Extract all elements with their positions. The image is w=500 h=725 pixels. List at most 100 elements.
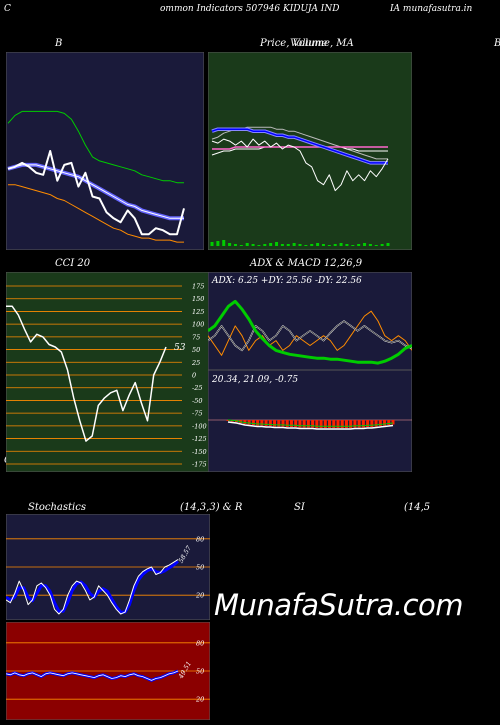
volume-bar	[351, 245, 355, 246]
macd-histogram-bar	[243, 420, 247, 424]
ma-pink-line	[212, 146, 388, 150]
macd-histogram-bar	[285, 420, 289, 427]
cci-tick-label: 150	[192, 295, 204, 303]
cci-chart: 175 150 125 100 75 50 25 0 -25 -50 -75 -100 -125 -150…	[6, 272, 210, 472]
cci-tick-label: 50	[192, 346, 200, 354]
macd-histogram-bar	[344, 420, 348, 428]
volume-bar	[228, 243, 232, 246]
macd-histogram-bar	[366, 420, 370, 427]
macd-histogram-bar	[370, 420, 374, 427]
macd-histogram-bar	[378, 420, 382, 426]
rsi-line	[6, 670, 179, 681]
cci-line	[6, 305, 167, 442]
bb-upper-line	[7, 110, 184, 184]
volume-bar	[257, 245, 261, 246]
title-right-edge: B	[494, 38, 500, 49]
macd-histogram-bar	[264, 420, 268, 426]
header-title: ommon Indicators 507946 KIDUJA IND	[160, 4, 340, 14]
macd-histogram-bar	[336, 420, 340, 428]
cci-tick-label: -75	[192, 410, 202, 418]
cci-tick-label: -125	[192, 435, 207, 443]
bollinger-chart	[6, 52, 204, 250]
macd-histogram-bar	[311, 420, 315, 428]
macd-chart: 20.34, 21.09, -0.75	[208, 370, 412, 472]
watermark: MunafaSutra.com	[214, 588, 464, 622]
volume-bar	[316, 243, 320, 246]
macd-histogram-bar	[349, 420, 353, 428]
macd-histogram-bar	[256, 420, 260, 426]
title-rsi-params: (14,5	[404, 502, 431, 513]
volume-bar	[239, 245, 243, 246]
volume-bar	[216, 241, 220, 246]
volume-bar	[339, 243, 343, 246]
volume-bar	[298, 244, 302, 246]
volume-bar	[222, 240, 226, 246]
cci-tick-label: -100	[192, 422, 207, 430]
ma-blue-line	[211, 128, 388, 164]
macd-histogram-bar	[302, 420, 306, 428]
macd-histogram-bar	[260, 420, 264, 426]
adx-minus-di-line	[208, 310, 412, 356]
stoch-tick-label: 50	[196, 564, 204, 572]
volume-bar	[245, 243, 249, 246]
volume-bar	[269, 243, 273, 246]
macd-histogram-bar	[226, 420, 230, 421]
adx-line	[208, 299, 412, 365]
title-cci: CCI 20	[55, 258, 91, 269]
cci-value-label: 53	[174, 343, 186, 353]
title-price: Price, Volume, MA	[260, 38, 354, 49]
macd-histogram-bar	[273, 420, 277, 427]
volume-bar	[333, 244, 337, 246]
volume-bar	[386, 243, 390, 246]
title-stochastics: Stochastics	[28, 502, 86, 513]
header-left: C	[4, 4, 11, 14]
adx-plus-di-line	[208, 320, 412, 351]
cci-tick-label: -25	[192, 384, 202, 392]
volume-bar	[380, 244, 384, 246]
volume-bar	[292, 243, 296, 246]
volume-bar	[304, 245, 308, 246]
macd-readout: 20.34, 21.09, -0.75	[211, 375, 298, 385]
macd-histogram-bar	[306, 420, 310, 428]
title-rsi: SI	[294, 502, 305, 513]
volume-bar	[210, 242, 214, 246]
macd-histogram-bar	[298, 420, 302, 428]
bb-lower-line	[8, 184, 184, 243]
stoch-k-line	[6, 559, 179, 615]
macd-histogram-bar	[268, 420, 272, 426]
macd-histogram-bar	[294, 420, 298, 427]
macd-histogram-bar	[391, 420, 395, 425]
macd-histogram-bar	[315, 420, 319, 428]
cci-tick-label: 125	[192, 308, 204, 316]
cci-tick-label: -150	[192, 448, 207, 456]
cci-tick-label: 0	[192, 372, 196, 380]
cci-tick-label: 75	[192, 333, 200, 341]
adx-readout: ADX: 6.25 +DY: 25.56 -DY: 22.56	[211, 276, 362, 286]
macd-histogram-bar	[323, 420, 327, 428]
macd-line	[227, 421, 394, 430]
rsi-tick-label: 50	[196, 668, 204, 676]
volume-bar	[286, 244, 290, 246]
volume-bar	[263, 244, 267, 246]
stoch-tick-label: 20	[195, 592, 204, 600]
cci-tick-label: 25	[191, 359, 200, 367]
stoch-d-line	[6, 560, 179, 614]
volume-bar	[374, 245, 378, 246]
title-stoch-params: (14,3,3) & R	[180, 502, 243, 513]
bb-middle-line	[7, 164, 184, 219]
volume-bar	[368, 244, 372, 246]
volume-bar	[233, 244, 237, 246]
volume-bar	[327, 245, 331, 246]
volume-bar	[280, 244, 284, 246]
rsi-tick-label: 80	[196, 639, 204, 647]
cci-tick-label: 175	[192, 283, 204, 291]
macd-histogram-bar	[277, 420, 281, 427]
macd-histogram-bar	[289, 420, 293, 427]
header-site[interactable]: IA munafasutra.in	[390, 4, 473, 14]
macd-histogram-bar	[353, 420, 357, 428]
stoch-tick-label: 80	[196, 535, 204, 543]
macd-histogram-bar	[247, 420, 251, 425]
rsi-tick-label: 20	[195, 696, 204, 704]
